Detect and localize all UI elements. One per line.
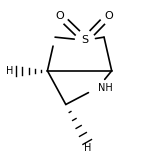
Text: O: O [104, 11, 113, 21]
Text: NH: NH [98, 83, 113, 93]
Text: O: O [55, 11, 64, 21]
Text: H: H [6, 66, 13, 76]
Text: H: H [84, 144, 91, 153]
Text: S: S [81, 35, 88, 45]
